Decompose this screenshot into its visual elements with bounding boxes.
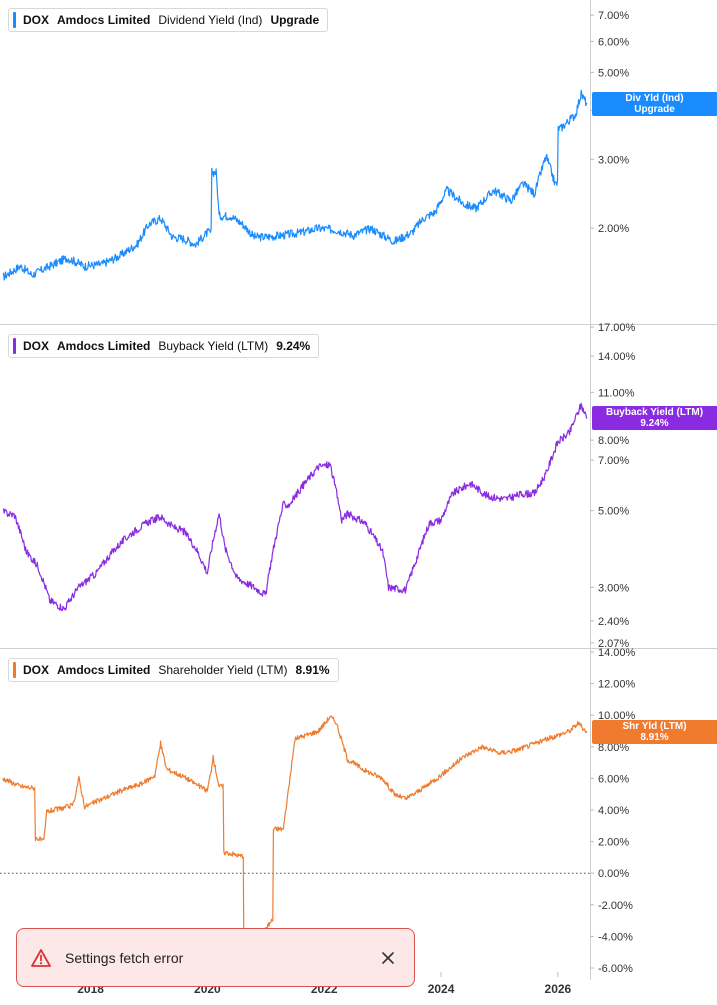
value-tag-buyback-yield: Buyback Yield (LTM) 9.24% <box>592 406 717 431</box>
y-tick-label: 8.00% <box>598 742 629 754</box>
legend-ticker: DOX <box>23 663 50 677</box>
series-line-dividend-yield <box>2 89 588 281</box>
y-tick-label: 2.40% <box>598 616 629 628</box>
legend-metric: Dividend Yield (Ind) <box>158 13 263 27</box>
x-tick-label: 2026 <box>545 982 572 996</box>
legend-company: Amdocs Limited <box>57 13 151 27</box>
legend-swatch <box>13 338 16 354</box>
warning-triangle-icon <box>31 948 51 967</box>
toast-close-button[interactable] <box>376 946 400 970</box>
y-tick-label: 3.00% <box>598 154 629 166</box>
value-tag-label: Buyback Yield (LTM) <box>605 407 704 419</box>
y-tick-label: -6.00% <box>598 963 633 975</box>
value-tag-value: Upgrade <box>634 104 675 116</box>
legend-buyback-yield: DOX Amdocs Limited Buyback Yield (LTM) 9… <box>8 334 320 358</box>
legend-metric: Buyback Yield (LTM) <box>158 339 269 353</box>
legend-value: 8.91% <box>295 663 330 677</box>
y-tick-label: 4.00% <box>598 805 629 817</box>
y-tick-label: 3.00% <box>598 582 629 594</box>
legend-company: Amdocs Limited <box>57 663 151 677</box>
y-tick-label: 2.07% <box>598 638 629 650</box>
y-tick-label: 7.00% <box>598 10 629 22</box>
y-tick-label: 14.00% <box>598 351 636 363</box>
y-tick-label: 6.00% <box>598 773 629 785</box>
y-tick-label: 7.00% <box>598 455 629 467</box>
y-tick-label: 10.00% <box>598 710 636 722</box>
y-tick-label: -4.00% <box>598 931 633 943</box>
legend-shareholder-yield: DOX Amdocs Limited Shareholder Yield (LT… <box>8 658 339 682</box>
value-tag-label: Shr Yld (LTM) <box>622 721 687 733</box>
y-tick-label: 12.00% <box>598 679 636 691</box>
y-tick-label: 5.00% <box>598 67 629 79</box>
legend-ticker: DOX <box>23 13 50 27</box>
legend-ticker: DOX <box>23 339 50 353</box>
y-tick-label: -2.00% <box>598 900 633 912</box>
toast-message: Settings fetch error <box>65 949 184 966</box>
legend-company: Amdocs Limited <box>57 339 151 353</box>
y-tick-label: 0.00% <box>598 868 629 880</box>
y-tick-label: 2.00% <box>598 223 629 235</box>
close-icon <box>382 951 394 964</box>
error-toast: Settings fetch error <box>16 928 415 987</box>
y-tick-label: 8.00% <box>598 435 629 447</box>
legend-metric: Shareholder Yield (LTM) <box>158 663 288 677</box>
y-tick-label: 5.00% <box>598 506 629 518</box>
series-line-shareholder-yield <box>2 715 588 963</box>
value-tag-value: 8.91% <box>640 732 669 744</box>
y-tick-label: 6.00% <box>598 36 629 48</box>
legend-dividend-yield: DOX Amdocs Limited Dividend Yield (Ind) … <box>8 8 329 32</box>
value-tag-shareholder-yield: Shr Yld (LTM) 8.91% <box>592 720 717 745</box>
legend-value-upgrade-link[interactable]: Upgrade <box>270 13 320 27</box>
series-line-buyback-yield <box>2 402 588 612</box>
y-tick-label: 14.00% <box>598 647 636 659</box>
value-tag-label: Div Yld (Ind) <box>625 93 684 105</box>
value-tag-value: 9.24% <box>640 418 669 430</box>
y-tick-label: 11.00% <box>598 387 635 399</box>
legend-swatch <box>13 12 16 28</box>
y-tick-label: 17.00% <box>598 322 636 334</box>
legend-swatch <box>13 662 16 678</box>
legend-value: 9.24% <box>276 339 311 353</box>
y-tick-label: 2.00% <box>598 837 629 849</box>
x-tick-label: 2024 <box>428 982 455 996</box>
value-tag-dividend-yield: Div Yld (Ind) Upgrade <box>592 92 717 117</box>
